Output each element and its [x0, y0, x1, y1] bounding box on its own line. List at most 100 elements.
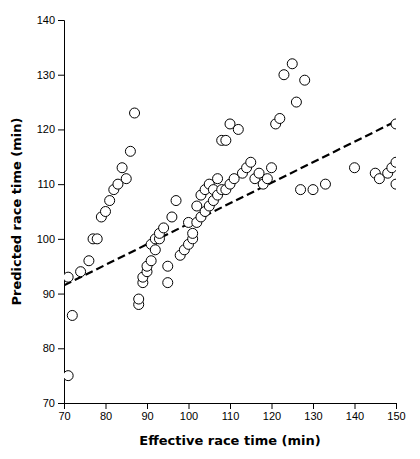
tick: 130 [37, 69, 64, 81]
point [188, 228, 198, 238]
point [291, 97, 301, 107]
point [163, 261, 173, 271]
tick: 90 [43, 288, 64, 300]
point [267, 163, 277, 173]
points [64, 59, 396, 381]
tick: 120 [37, 123, 64, 135]
point [300, 75, 310, 85]
tick-label: 90 [43, 288, 55, 300]
point [171, 196, 181, 206]
point [105, 196, 115, 206]
x-axis-title: Effective race time (min) [139, 433, 320, 448]
point [308, 185, 318, 195]
tick-label: 120 [263, 410, 281, 422]
point [391, 119, 396, 129]
point [84, 256, 94, 266]
line [64, 121, 396, 285]
tick: 70 [58, 403, 70, 422]
point [213, 174, 223, 184]
point [287, 59, 297, 69]
tick-mark [58, 239, 64, 240]
axis-line [58, 21, 65, 404]
tick: 140 [346, 403, 364, 422]
point [163, 278, 173, 288]
point [262, 174, 272, 184]
axis-line [65, 404, 397, 410]
tick: 130 [304, 403, 322, 422]
tick: 150 [387, 403, 405, 422]
tick: 110 [222, 403, 240, 422]
tick-label: 90 [141, 410, 153, 422]
point [76, 267, 86, 277]
point [121, 174, 131, 184]
marks [64, 59, 396, 381]
point [320, 179, 330, 189]
tick: 120 [263, 403, 281, 422]
tick-label: 150 [387, 410, 405, 422]
tick-mark [58, 184, 64, 185]
tick-mark [58, 75, 64, 76]
tick-mark [189, 403, 190, 409]
tick-label: 70 [43, 397, 55, 409]
tick-label: 110 [37, 178, 55, 190]
point [246, 157, 256, 167]
tick: 80 [100, 403, 112, 422]
point [130, 108, 140, 118]
tick-mark [272, 403, 273, 409]
point [279, 70, 289, 80]
point [391, 157, 396, 167]
tick-label: 130 [37, 69, 55, 81]
y-axis-title: Predicted race time (min) [9, 117, 24, 305]
point [391, 179, 396, 189]
tick: 100 [37, 233, 64, 245]
tick-label: 100 [180, 410, 198, 422]
tick-label: 120 [37, 123, 55, 135]
point [64, 371, 73, 381]
tick-label: 140 [346, 410, 364, 422]
tick: 140 [37, 14, 64, 26]
point [117, 163, 127, 173]
tick-label: 130 [304, 410, 322, 422]
point [233, 124, 243, 134]
tick-label: 110 [222, 410, 240, 422]
tick-mark [313, 403, 314, 409]
tick-label: 80 [100, 410, 112, 422]
point [125, 146, 135, 156]
point [67, 310, 77, 320]
tick-mark [230, 403, 231, 409]
tick-mark [58, 129, 64, 130]
tick: 100 [180, 403, 198, 422]
point [92, 234, 102, 244]
tick-mark [106, 403, 107, 409]
point [221, 135, 231, 145]
tick-mark [58, 403, 64, 404]
point [134, 294, 144, 304]
chart: 70 80 90 100 110 120 130 140 150 70 80 90 100 110 120 1… [0, 0, 420, 459]
point [296, 185, 306, 195]
point [275, 113, 285, 123]
point [150, 245, 160, 255]
tick: 90 [141, 403, 153, 422]
point [64, 272, 73, 282]
tick-mark [58, 294, 64, 295]
tick: 110 [37, 178, 64, 190]
tick-mark [355, 403, 356, 409]
tick: 70 [43, 397, 64, 409]
tick-label: 80 [43, 342, 55, 354]
x-axis: 70 80 90 100 110 120 130 140 150 [58, 403, 405, 422]
plot-area: 70 80 90 100 110 120 130 140 150 70 80 90 100 110 120 1… [37, 14, 406, 422]
point [159, 223, 169, 233]
tick: 80 [43, 342, 64, 354]
tick-label: 70 [58, 410, 70, 422]
tick-label: 100 [37, 233, 55, 245]
tick-mark [147, 403, 148, 409]
point [101, 207, 111, 217]
y-axis: 70 80 90 100 110 120 130 140 [37, 14, 65, 409]
point [146, 256, 156, 266]
tick-mark [396, 403, 397, 409]
tick-mark [58, 348, 64, 349]
tick-mark [58, 20, 64, 21]
tick-label: 140 [37, 14, 55, 26]
point [350, 163, 360, 173]
point [167, 212, 177, 222]
